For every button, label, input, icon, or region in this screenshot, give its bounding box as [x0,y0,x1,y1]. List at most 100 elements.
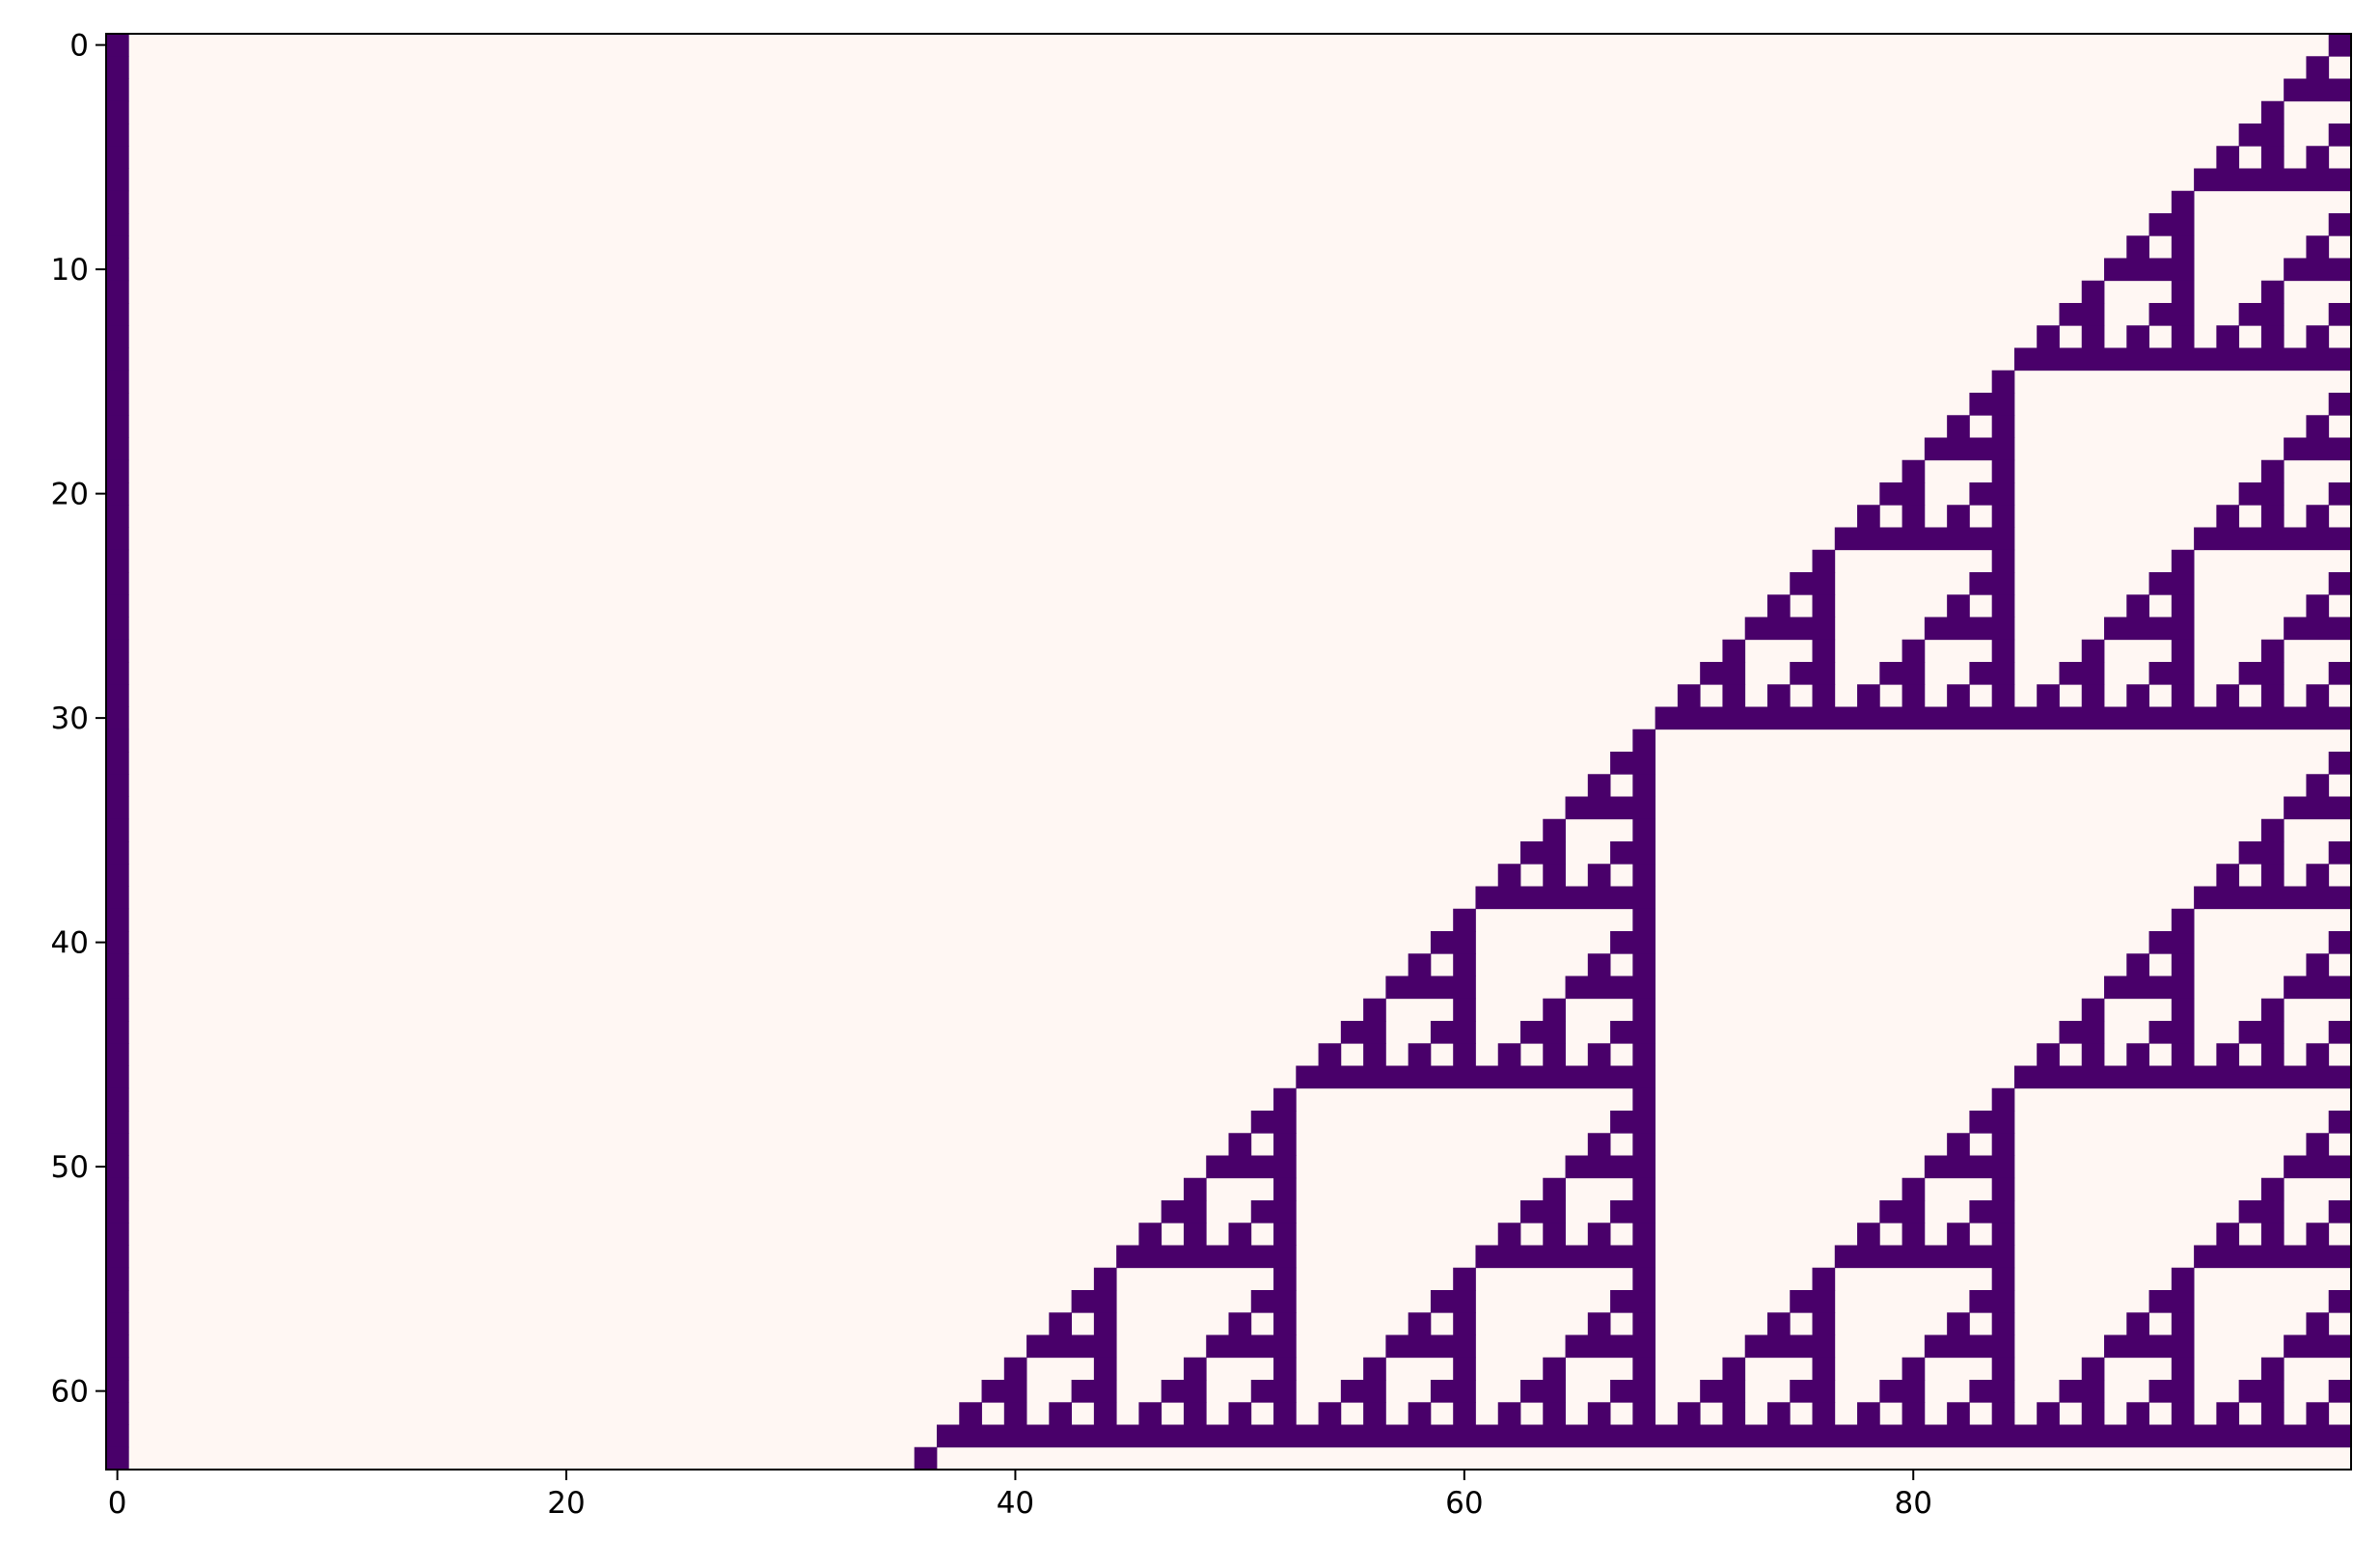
heatmap-cell [2306,415,2330,438]
heatmap-cell [2059,662,2105,685]
heatmap-cell [1587,774,1611,797]
heatmap-cell [2216,146,2240,169]
heatmap-cells [106,34,2352,1471]
heatmap-cell [2328,752,2352,775]
heatmap-cell [2238,1200,2284,1223]
heatmap-cell [106,124,129,147]
heatmap-cell [2306,56,2330,79]
heatmap-cell [2194,1245,2352,1269]
heatmap-cell [2260,1043,2284,1066]
heatmap-cell [1206,1155,1297,1179]
heatmap-cell [2306,864,2330,887]
heatmap-cell [106,1133,129,1156]
heatmap-cell [2328,1200,2352,1223]
heatmap-cell [2148,303,2195,326]
heatmap-cell [106,572,129,595]
heatmap-cell [2126,1312,2149,1335]
heatmap-cell [1632,1267,1656,1291]
heatmap-cell [2328,1290,2352,1313]
heatmap-cell [2306,325,2330,348]
heatmap-cell [2216,505,2240,528]
heatmap-cell [1587,1043,1611,1066]
heatmap-cell [1138,1402,1163,1425]
heatmap-cell [2328,1021,2352,1044]
heatmap-cell [1812,1357,1836,1381]
heatmap-cell [2328,572,2352,595]
heatmap-cell [2194,168,2352,192]
heatmap-cell [1071,1380,1117,1403]
heatmap-cell [1430,1021,1476,1044]
heatmap-cell [1879,662,1926,685]
heatmap-cell [1632,818,1656,842]
y-axis: 0 10 20 30 40 50 60 [51,29,106,1410]
heatmap-cell [1408,1043,1432,1066]
heatmap-cell [1947,415,1970,438]
heatmap-cell [106,168,129,192]
heatmap-cell [1901,1357,1926,1381]
heatmap-cell [1408,1402,1432,1425]
heatmap-cell [106,280,129,304]
heatmap-cell [1385,976,1476,1000]
heatmap-cell [2171,594,2195,618]
heatmap-cell [1947,505,1970,528]
heatmap-cell [2171,1402,2195,1425]
heatmap-cell [2081,639,2105,663]
heatmap-cell [2013,347,2352,371]
heatmap-cell [2037,684,2060,707]
heatmap-cell [1834,1245,2015,1269]
heatmap-cell [1677,1402,1701,1425]
heatmap-cell [2037,1043,2060,1066]
heatmap-cell [2104,976,2195,1000]
heatmap-cell [1790,1290,1836,1313]
heatmap-cell [106,78,129,102]
heatmap-cell [1453,1312,1476,1335]
heatmap-cell [2081,1043,2105,1066]
heatmap-cell [2216,864,2240,887]
heatmap-cell [1273,1177,1297,1201]
heatmap-cell [1632,1087,1656,1112]
heatmap-cell [106,886,129,910]
heatmap-cell [1991,415,2015,438]
heatmap-cell [1924,437,2015,461]
heatmap-cell [106,213,129,236]
heatmap-cell [1790,1380,1836,1403]
heatmap-cell [1250,1380,1297,1403]
heatmap-cell [1744,617,1836,641]
heatmap-cell [1363,1043,1386,1066]
heatmap-cell [106,752,129,775]
heatmap-cell [1093,1357,1117,1381]
y-tick-label: 0 [69,29,89,64]
heatmap-cell [1385,1334,1476,1359]
heatmap-cell [106,1424,129,1448]
heatmap-cell [1475,1245,1656,1269]
heatmap-cell [106,1312,129,1335]
heatmap-cell [106,1402,129,1425]
heatmap-cell [1183,1357,1207,1381]
heatmap-cell [2238,303,2284,326]
heatmap-cell [1587,953,1611,976]
heatmap-cell [1430,1290,1476,1313]
heatmap-cell [2260,998,2284,1022]
heatmap-cell [2148,213,2195,236]
heatmap-cell [1430,931,1476,954]
heatmap-cell [1273,1267,1297,1291]
heatmap-cell [2306,505,2330,528]
heatmap-cell [2306,1223,2330,1246]
heatmap-cell [2148,572,2195,595]
heatmap-cell [1991,1223,2015,1246]
heatmap-cell [1543,1223,1566,1246]
heatmap-cell [1991,459,2015,483]
heatmap-cell [2260,459,2284,483]
x-tick-label: 20 [547,1486,585,1521]
heatmap-cell [2306,774,2330,797]
heatmap-cell [1183,1223,1207,1246]
heatmap-cell [2081,684,2105,707]
heatmap-cell [2328,303,2352,326]
heatmap-cell [1565,796,1656,820]
heatmap-cell [1273,1223,1297,1246]
y-tick-label: 20 [51,478,89,512]
heatmap-cell [2126,953,2149,976]
heatmap-cell [1632,864,1656,887]
heatmap-cell [1610,841,1656,865]
heatmap-cell [1453,998,1476,1022]
